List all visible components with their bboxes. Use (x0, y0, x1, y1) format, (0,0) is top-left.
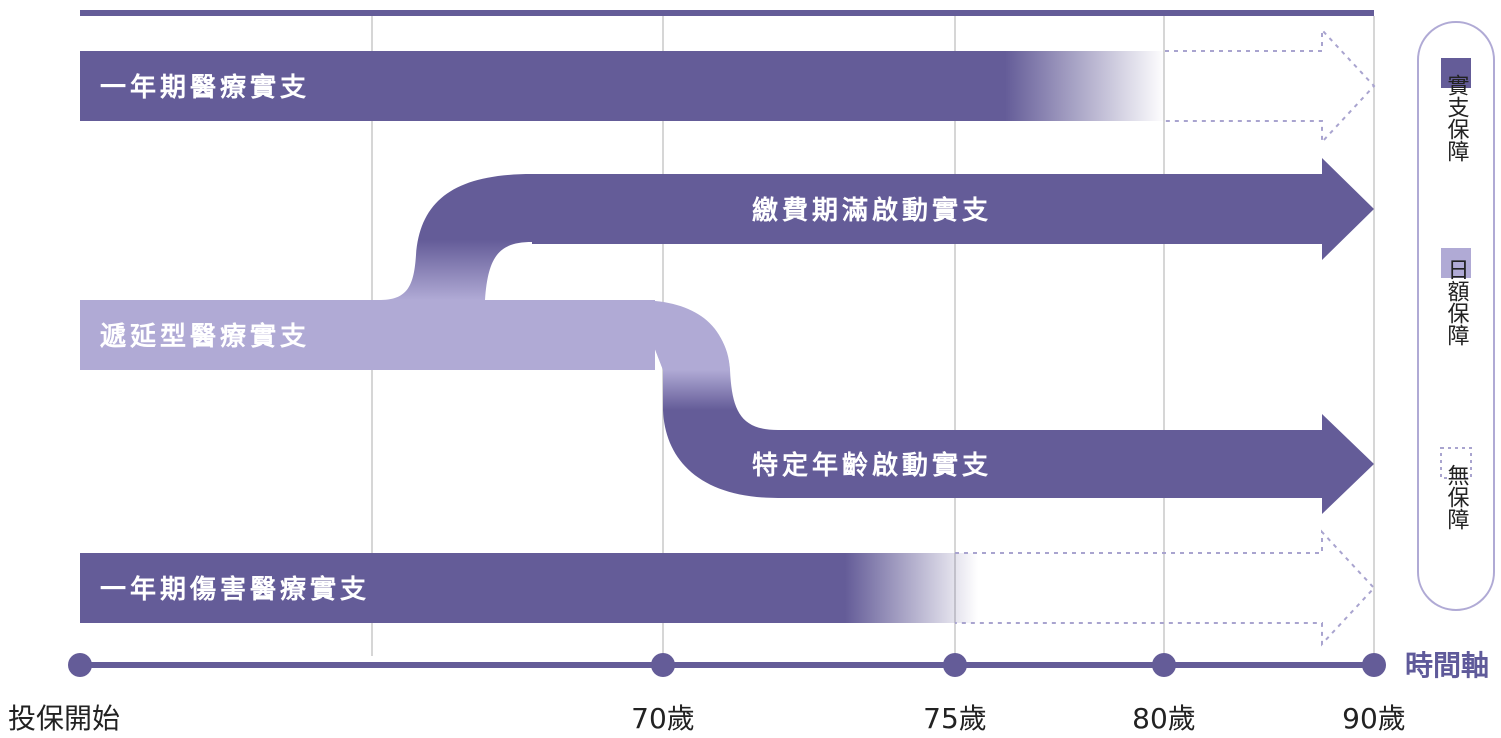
bar-annual-injury-fade (845, 553, 978, 623)
tick-label-70: 70歲 (631, 702, 695, 735)
bar-annual-injury: 一年期傷害醫療實支 (80, 529, 1376, 647)
axis-marker (651, 653, 675, 677)
bar-annual-medical: 一年期醫療實支 (80, 27, 1376, 145)
axis-marker (68, 653, 92, 677)
bar-annual-medical-fade (1005, 51, 1165, 121)
legend-swatch-none (1440, 447, 1472, 479)
bar-annual-injury-solid (80, 553, 845, 623)
bar-specific-age: 特定年齡啟動實支 (752, 414, 1374, 514)
tick-label-start: 投保開始 (8, 702, 120, 735)
bar-specific-age-arrow (778, 414, 1374, 514)
legend-frame (1417, 21, 1495, 611)
bar-deferred: 遞延型醫療實支 (80, 174, 778, 498)
time-axis: 時間軸 投保開始 70歲 75歲 80歲 90歲 (8, 649, 1489, 735)
bar-annual-medical-no-coverage (1165, 27, 1376, 145)
legend-label-light: 日額保障 (1444, 258, 1470, 346)
axis-marker (943, 653, 967, 677)
bar-annual-medical-label: 一年期醫療實支 (100, 72, 310, 103)
bar-waiting-period-label: 繳費期滿啟動實支 (752, 195, 992, 226)
tick-label-80: 80歲 (1132, 702, 1196, 735)
bar-annual-medical-solid (80, 51, 1005, 121)
bar-annual-injury-label: 一年期傷害醫療實支 (100, 574, 370, 605)
tick-label-75: 75歲 (923, 702, 987, 735)
legend-swatch-light (1441, 248, 1471, 278)
bar-specific-age-label: 特定年齡啟動實支 (752, 450, 992, 481)
top-border (80, 10, 1374, 16)
bar-deferred-corner (636, 300, 730, 370)
bar-deferred-solid (80, 300, 655, 370)
legend-swatch-dark (1441, 58, 1471, 88)
bar-deferred-label: 遞延型醫療實支 (100, 321, 310, 352)
axis-marker (1152, 653, 1176, 677)
legend: 實支保障 日額保障 無保障 (1417, 21, 1495, 611)
bar-waiting-period-arrow (532, 158, 1374, 260)
bar-deferred-rise (380, 174, 532, 300)
tick-label-90: 90歲 (1342, 702, 1406, 735)
axis-marker (1362, 653, 1386, 677)
grid-lines (371, 16, 1375, 656)
bar-waiting-period: 繳費期滿啟動實支 (532, 158, 1374, 260)
legend-label-none: 無保障 (1444, 464, 1470, 530)
bar-annual-injury-no-coverage (955, 529, 1376, 647)
legend-label-dark: 實支保障 (1444, 74, 1470, 162)
time-axis-title: 時間軸 (1405, 649, 1489, 682)
